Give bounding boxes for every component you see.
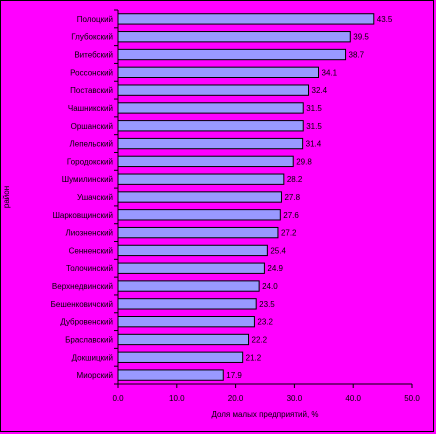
category-label: Докшицкий bbox=[72, 353, 113, 362]
category-label: Чашникский bbox=[68, 104, 113, 113]
x-tick-label: 0.0 bbox=[112, 394, 124, 403]
bar bbox=[117, 155, 294, 168]
bar bbox=[117, 137, 304, 150]
bar bbox=[117, 209, 281, 221]
data-label: 17.9 bbox=[226, 371, 242, 380]
bar bbox=[117, 333, 250, 346]
category-label: Россонский bbox=[70, 68, 113, 77]
category-label: Лепельский bbox=[70, 140, 114, 149]
bar bbox=[117, 120, 304, 132]
category-label: Глубокский bbox=[71, 33, 113, 42]
category-label: Шумилинский bbox=[62, 175, 113, 184]
data-label: 25.4 bbox=[270, 246, 286, 255]
bar bbox=[117, 66, 320, 78]
category-label: Дубровенский bbox=[60, 318, 113, 327]
data-label: 28.2 bbox=[287, 175, 303, 184]
bar bbox=[117, 369, 224, 381]
data-label: 32.4 bbox=[312, 86, 328, 95]
category-label: Полоцкий bbox=[77, 15, 113, 24]
x-tick-label: 20.0 bbox=[228, 394, 244, 403]
x-tick-label: 10.0 bbox=[169, 394, 185, 403]
data-label: 27.8 bbox=[284, 193, 300, 202]
data-label: 21.2 bbox=[246, 353, 262, 362]
y-axis-title: район bbox=[2, 186, 11, 208]
x-tick-label: 40.0 bbox=[345, 394, 361, 403]
x-axis-title: Доля малых предприятий, % bbox=[211, 410, 318, 419]
category-label: Витебский bbox=[74, 51, 113, 60]
data-label: 24.0 bbox=[262, 282, 278, 291]
bar bbox=[117, 298, 257, 310]
bar bbox=[117, 316, 255, 328]
data-label: 29.8 bbox=[296, 157, 312, 166]
category-label: Бешенковичский bbox=[51, 300, 113, 309]
data-label: 34.1 bbox=[322, 68, 338, 77]
bar bbox=[117, 191, 282, 203]
data-label: 31.4 bbox=[306, 140, 322, 149]
category-label: Миорский bbox=[77, 371, 113, 380]
data-label: 23.5 bbox=[259, 300, 275, 309]
category-label: Ушачский bbox=[77, 193, 113, 202]
category-label: Толочинский bbox=[66, 264, 113, 273]
data-label: 38.7 bbox=[349, 51, 365, 60]
data-label: 22.2 bbox=[252, 335, 268, 344]
data-label: 43.5 bbox=[377, 15, 393, 24]
data-label: 27.2 bbox=[281, 229, 297, 238]
category-label: Поставский bbox=[70, 86, 113, 95]
bar bbox=[117, 102, 304, 114]
category-label: Браславский bbox=[65, 335, 113, 344]
bar bbox=[117, 244, 268, 257]
bar bbox=[117, 280, 260, 292]
data-label: 31.5 bbox=[306, 122, 322, 131]
x-tick-label: 50.0 bbox=[404, 394, 420, 403]
bar bbox=[117, 48, 347, 61]
bar bbox=[117, 351, 244, 363]
bar bbox=[117, 262, 265, 274]
bar bbox=[117, 173, 285, 185]
x-tick-label: 30.0 bbox=[287, 394, 303, 403]
category-label: Верхнедвинский bbox=[52, 282, 113, 291]
category-label: Лиозненский bbox=[66, 229, 113, 238]
data-label: 39.5 bbox=[353, 33, 369, 42]
category-label: Шарковщинский bbox=[53, 211, 113, 220]
category-label: Оршанский bbox=[71, 122, 113, 131]
data-label: 23.2 bbox=[257, 318, 273, 327]
bar bbox=[117, 13, 375, 25]
bar bbox=[117, 31, 351, 43]
data-label: 24.9 bbox=[267, 264, 283, 273]
category-label: Сенненский bbox=[69, 246, 113, 255]
bar bbox=[117, 84, 310, 96]
category-label: Городокский bbox=[67, 157, 113, 166]
data-label: 27.6 bbox=[283, 211, 299, 220]
data-label: 31.5 bbox=[306, 104, 322, 113]
bar bbox=[117, 226, 279, 239]
